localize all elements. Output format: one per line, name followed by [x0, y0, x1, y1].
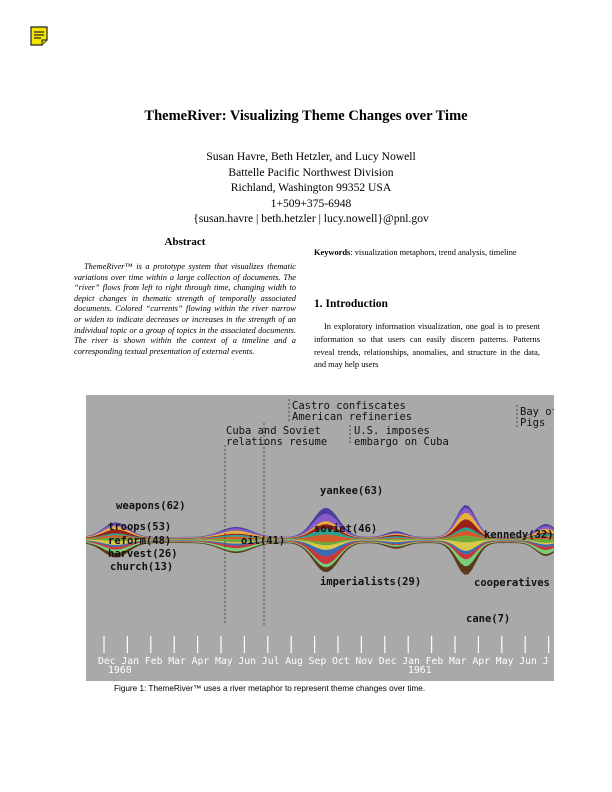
keywords-text: : visualization metaphors, trend analysi… — [350, 248, 517, 257]
introduction-heading: 1. Introduction — [314, 298, 388, 310]
river-streams — [86, 505, 554, 575]
author-email: {susan.havre | beth.hetzler | lucy.nowel… — [193, 212, 429, 226]
year-label: 1961 — [408, 665, 432, 676]
month-label: Dec — [379, 656, 397, 667]
theme-label: cooperatives — [474, 577, 550, 589]
river-current — [86, 527, 554, 539]
event-label: embargo on Cuba — [354, 436, 449, 448]
river-current — [86, 539, 554, 551]
keywords-label: Keywords — [314, 248, 351, 257]
abstract-text: ThemeRiver™ is a prototype system that v… — [74, 262, 296, 356]
theme-label: soviet(46) — [314, 523, 377, 535]
month-label: Jan — [402, 656, 420, 667]
note-icon[interactable] — [30, 26, 48, 46]
month-label: Apr — [472, 656, 490, 667]
theme-label: reform(48) — [108, 535, 171, 547]
author-names: Susan Havre, Beth Hetzler, and Lucy Nowe… — [206, 150, 416, 163]
month-label: Mar — [168, 656, 186, 667]
author-block: Susan Havre, Beth Hetzler, and Lucy Nowe… — [0, 149, 612, 227]
event-label: relations resume — [226, 436, 327, 448]
month-label: Feb — [426, 656, 444, 667]
month-label: Oct — [332, 656, 350, 667]
paper-title: ThemeRiver: Visualizing Theme Changes ov… — [144, 108, 468, 124]
month-label: J — [543, 656, 549, 667]
month-label: Apr — [192, 656, 210, 667]
month-label: Jun — [238, 656, 256, 667]
event-label: U.S. imposes — [354, 425, 430, 437]
theme-label: imperialists(29) — [320, 576, 421, 588]
theme-label: harvest(26) — [108, 548, 178, 560]
river-current — [86, 535, 554, 546]
event-label: American refineries — [292, 411, 412, 423]
introduction-text: In exploratory information visualization… — [314, 322, 540, 370]
event-label: Castro confiscates — [292, 400, 406, 412]
river-current — [86, 542, 554, 575]
author-location: Richland, Washington 99352 USA — [230, 181, 392, 195]
river-current — [86, 519, 554, 539]
theme-label: oil(41) — [241, 535, 285, 547]
figure-caption: Figure 1: ThemeRiver™ uses a river metap… — [114, 684, 426, 693]
month-label: Mar — [449, 656, 467, 667]
month-label: May — [215, 656, 233, 667]
event-label: Bay of — [520, 406, 554, 418]
themeriver-figure: Castro confiscates American refineries C… — [86, 395, 554, 681]
author-affiliation: Battelle Pacific Northwest Division — [228, 165, 394, 179]
month-label: Feb — [145, 656, 163, 667]
river-current — [86, 540, 554, 557]
month-label: Jan — [121, 656, 139, 667]
month-label: May — [496, 656, 514, 667]
month-label: Sep — [309, 656, 327, 667]
river-current — [86, 530, 554, 543]
month-label: Nov — [355, 656, 373, 667]
river-current — [86, 541, 554, 568]
theme-label: weapons(62) — [116, 500, 186, 512]
event-label: Pigs — [520, 417, 545, 429]
theme-label: yankee(63) — [320, 485, 383, 497]
river-current — [86, 505, 554, 538]
month-label: Dec — [98, 656, 116, 667]
theme-label: troops(53) — [108, 521, 171, 533]
theme-label: cane(7) — [466, 613, 510, 625]
month-label: Jul — [262, 656, 280, 667]
author-phone: 1+509+375-6948 — [270, 196, 352, 210]
river-current — [86, 541, 554, 564]
timeline-axis: Dec Jan Feb Mar Apr May Jun Jul Aug Sep Oct Nov Dec J… — [98, 636, 550, 667]
event-label: Cuba and Soviet — [226, 425, 321, 437]
keywords: Keywords: visualization metaphors, trend… — [314, 247, 540, 259]
abstract-heading: Abstract — [164, 236, 206, 248]
theme-label: church(13) — [110, 561, 173, 573]
month-label: Jun — [519, 656, 537, 667]
month-label: Aug — [285, 656, 303, 667]
theme-label: kennedy(32) — [484, 529, 554, 541]
year-label: 1960 — [108, 665, 132, 676]
